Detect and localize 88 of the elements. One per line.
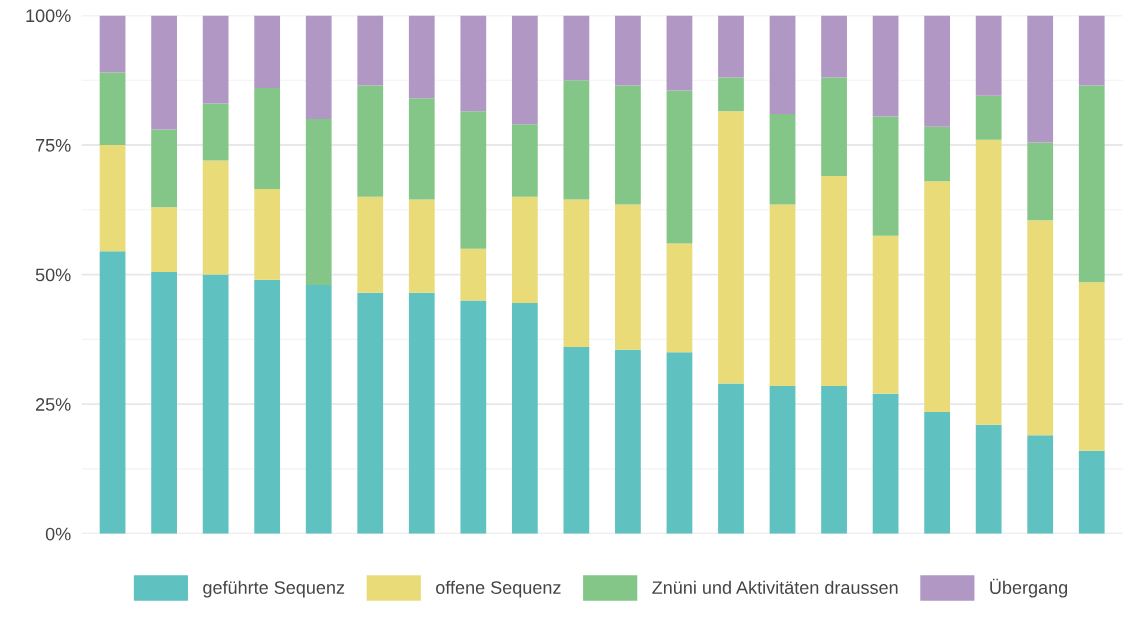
bar [718,111,744,384]
bar [1027,435,1054,534]
bar [357,196,384,293]
bar [1027,15,1054,143]
bar [511,303,538,534]
bar [872,15,899,117]
bar [511,15,538,125]
bar [975,15,1002,96]
bar [357,15,384,86]
bar [305,119,332,285]
bar [666,352,693,534]
bar [151,271,177,534]
bar [202,15,229,104]
bar [615,204,641,350]
bar [975,95,1002,140]
bar [924,15,951,127]
bar [408,199,435,293]
y-tick-label: 0% [45,527,71,541]
bar [202,103,229,161]
bar [305,15,332,120]
bar [460,111,487,249]
bar [1027,142,1054,221]
bar [975,139,1002,425]
bar [1078,15,1105,86]
bar [821,15,847,78]
bar [666,90,693,244]
bar [821,386,847,534]
bar [666,15,693,91]
bar [460,15,487,112]
bar [975,424,1002,534]
bar [254,15,281,88]
bar [99,145,126,252]
bar [460,248,487,301]
bar [99,15,126,73]
bar [1078,85,1105,283]
bar [769,386,796,534]
bar [408,15,435,99]
bar [99,251,126,534]
bar [563,80,590,200]
bar [563,347,590,534]
legend-label: Znüni und Aktivitäten draussen [652,580,898,594]
bar [99,72,126,145]
y-tick-label: 75% [36,139,71,152]
legend-label: geführte Sequenz [203,580,345,598]
bar [460,300,487,534]
bar [872,235,899,394]
bar [615,349,641,534]
bar [769,113,796,205]
bar [151,129,177,208]
bar [924,126,951,182]
bar [769,204,796,386]
bar [357,85,384,197]
bar [718,15,744,78]
legend-label: offene Sequenz [436,580,561,598]
y-tick-label: 100% [26,9,71,23]
y-tick-label: 50% [35,268,71,282]
bar [408,292,435,534]
bar [821,176,847,386]
bar [563,199,590,348]
bar [357,292,384,534]
bar [1078,450,1105,534]
bar [718,77,744,112]
bar [872,116,899,236]
bar [821,77,847,177]
bar [615,15,641,86]
bar [563,15,590,81]
bar [666,243,693,353]
legend-label: Übergang [990,578,1068,598]
bar [151,207,177,272]
y-tick-label: 25% [36,398,71,411]
bar [1078,282,1105,451]
bar [202,274,229,534]
bar [254,189,281,280]
bar [615,85,641,205]
bar [511,196,538,304]
bar [511,124,538,197]
bar [151,15,177,130]
bar [769,15,796,114]
bar [1027,220,1054,436]
bar [924,411,951,534]
bar [408,98,435,200]
bar [254,279,281,534]
bar [202,160,229,275]
bar [718,383,744,534]
bar [872,393,899,534]
bar [305,284,332,534]
bar [924,181,951,412]
bar [254,87,281,190]
